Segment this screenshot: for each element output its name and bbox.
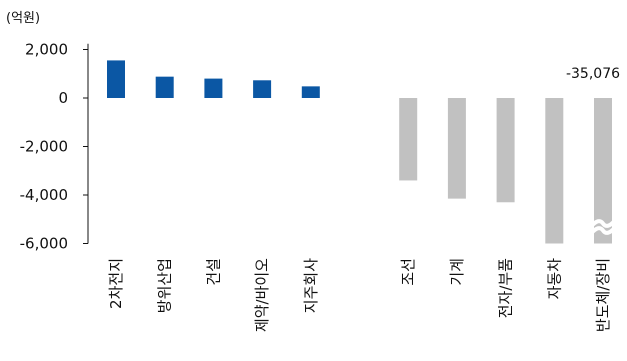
bar [594,98,612,244]
y-tick-label: -6,000 [20,235,68,253]
category-label: 2차전지 [107,258,125,309]
category-labels: 2차전지 방위산업 건설 제약/바이오 지주회사 조선 기계 전자/부품 자동차 반도체/장비 [107,258,612,332]
bars [107,60,617,244]
bar [545,98,564,244]
axis-break-mark [589,219,617,228]
category-label: 조선 [399,258,417,286]
category-label: 방위산업 [156,258,174,313]
y-tick-label: -2,000 [20,138,68,156]
category-label: 지주회사 [302,258,320,313]
category-label: 건설 [204,258,222,286]
category-label: 전자/부품 [497,258,515,318]
y-tick-label: 2,000 [25,41,68,59]
bar [155,76,174,98]
y-axis: 2,000 0 -2,000 -4,000 -6,000 [20,41,89,253]
truncated-value-note: -35,076 [566,66,620,82]
bar [447,98,466,199]
bar [301,86,320,98]
y-tick-label: 0 [58,89,68,107]
axis-break-mark [589,226,617,235]
bar [107,60,125,98]
bar [253,80,272,98]
unit-label: (억원) [6,11,40,26]
category-label: 기계 [448,258,466,286]
category-label: 반도체/장비 [594,258,612,332]
y-tick-label: -4,000 [20,186,68,204]
bar [204,78,223,98]
bar [399,98,418,181]
category-label: 제약/바이오 [253,258,271,332]
bar [496,98,515,203]
category-label: 자동차 [545,258,563,300]
